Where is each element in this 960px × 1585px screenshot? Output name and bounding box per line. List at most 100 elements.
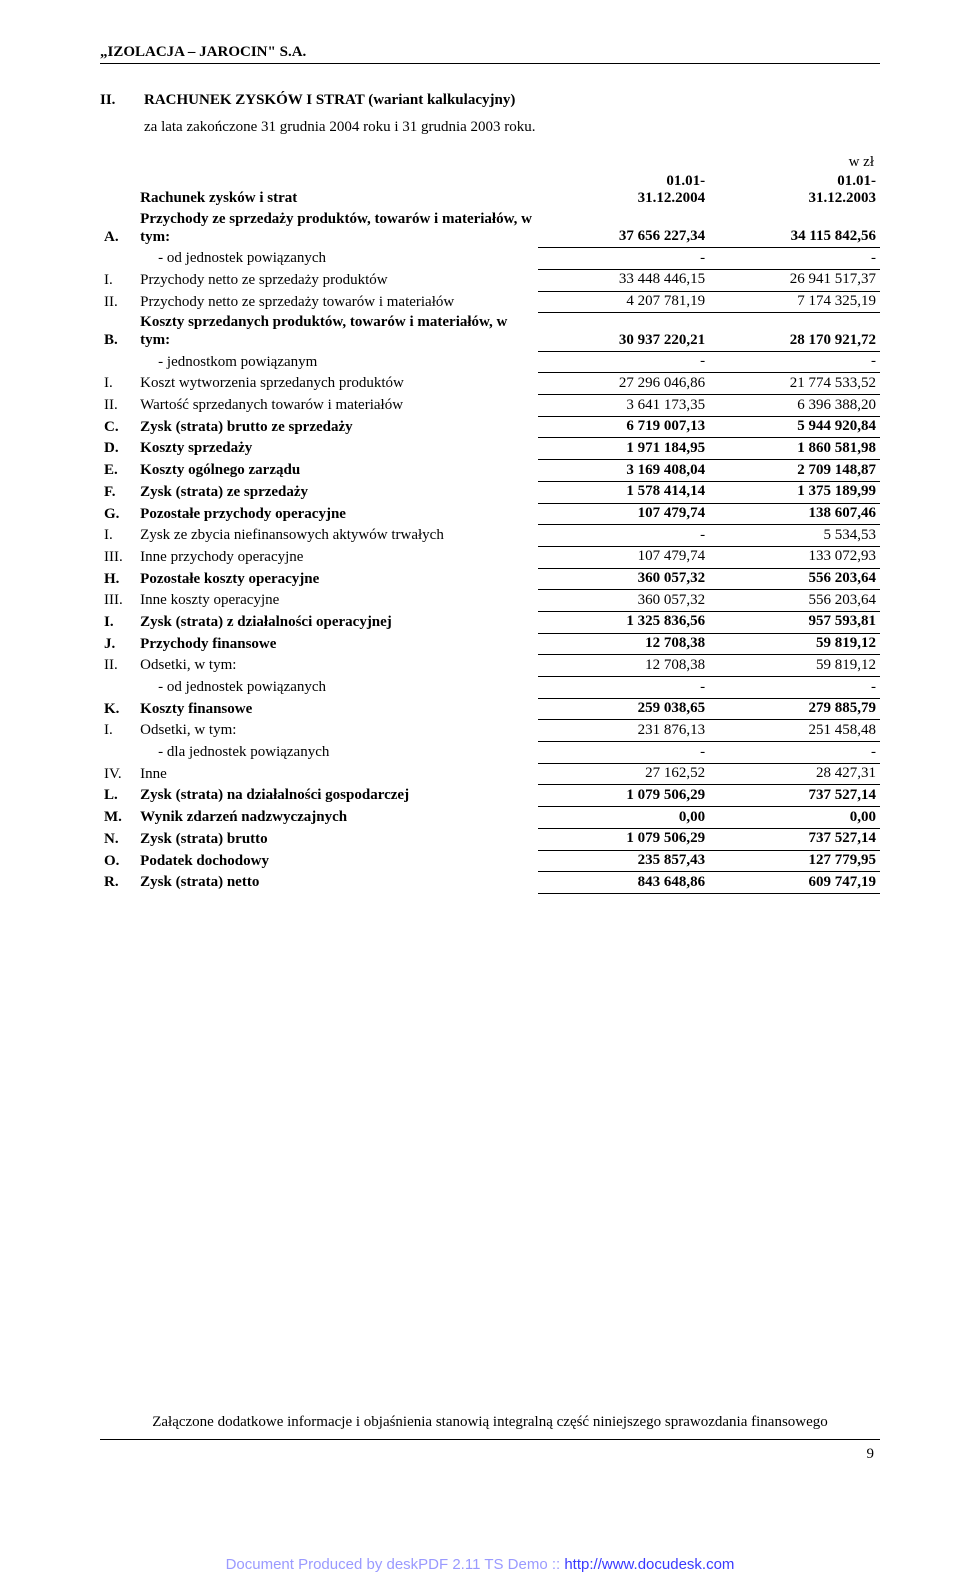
row-value-2003: 5 944 920,84 <box>709 416 880 438</box>
row-desc: Odsetki, w tym: <box>136 655 538 677</box>
row-id <box>100 742 136 764</box>
table-row: III.Inne koszty operacyjne360 057,32556 … <box>100 590 880 612</box>
row-value-2004: - <box>538 351 709 373</box>
table-row: O.Podatek dochodowy235 857,43127 779,95 <box>100 850 880 872</box>
row-id: I. <box>100 373 136 395</box>
table-row: G.Pozostałe przychody operacyjne107 479,… <box>100 503 880 525</box>
row-id: H. <box>100 568 136 590</box>
row-value-2003: 1 860 581,98 <box>709 438 880 460</box>
row-value-2003: 737 527,14 <box>709 785 880 807</box>
row-value-2003: 0,00 <box>709 807 880 829</box>
row-desc: Zysk ze zbycia niefinansowych aktywów tr… <box>136 525 538 547</box>
watermark-url: http://www.docudesk.com <box>564 1556 734 1573</box>
row-value-2004: 360 057,32 <box>538 568 709 590</box>
row-id: B. <box>100 313 136 351</box>
unit-label: w zł <box>100 154 880 171</box>
table-row: I.Przychody netto ze sprzedaży produktów… <box>100 269 880 291</box>
row-desc: Koszty finansowe <box>136 698 538 720</box>
row-desc: Podatek dochodowy <box>136 850 538 872</box>
row-id: II. <box>100 655 136 677</box>
income-statement-table: Rachunek zysków i strat 01.01-31.12.2004… <box>100 171 880 894</box>
row-desc: Przychody netto ze sprzedaży produktów <box>136 269 538 291</box>
row-value-2003: 138 607,46 <box>709 503 880 525</box>
row-desc: Zysk (strata) brutto ze sprzedaży <box>136 416 538 438</box>
row-id: I. <box>100 720 136 742</box>
row-id: C. <box>100 416 136 438</box>
table-row: II.Wartość sprzedanych towarów i materia… <box>100 395 880 417</box>
closing-note: Załączone dodatkowe informacje i objaśni… <box>100 1414 880 1440</box>
row-id: II. <box>100 291 136 313</box>
page-number: 9 <box>100 1446 880 1463</box>
row-desc: Przychody ze sprzedaży produktów, towaró… <box>136 209 538 247</box>
row-value-2004: - <box>538 742 709 764</box>
row-desc: Pozostałe przychody operacyjne <box>136 503 538 525</box>
table-row: I.Zysk ze zbycia niefinansowych aktywów … <box>100 525 880 547</box>
table-row: - od jednostek powiązanych-- <box>100 248 880 270</box>
statement-label: Rachunek zysków i strat <box>136 171 538 209</box>
row-id: I. <box>100 611 136 633</box>
table-row: E.Koszty ogólnego zarządu3 169 408,042 7… <box>100 460 880 482</box>
table-row: R.Zysk (strata) netto843 648,86609 747,1… <box>100 872 880 894</box>
row-value-2004: 1 578 414,14 <box>538 481 709 503</box>
row-value-2004: 27 296 046,86 <box>538 373 709 395</box>
row-value-2004: 33 448 446,15 <box>538 269 709 291</box>
row-id: O. <box>100 850 136 872</box>
row-id: D. <box>100 438 136 460</box>
row-id: J. <box>100 633 136 655</box>
section-title: RACHUNEK ZYSKÓW I STRAT (wariant kalkula… <box>144 92 515 109</box>
row-value-2003: 21 774 533,52 <box>709 373 880 395</box>
row-value-2004: 107 479,74 <box>538 503 709 525</box>
row-desc: Inne przychody operacyjne <box>136 546 538 568</box>
row-value-2004: 6 719 007,13 <box>538 416 709 438</box>
row-value-2004: 3 169 408,04 <box>538 460 709 482</box>
table-row: - dla jednostek powiązanych-- <box>100 742 880 764</box>
row-value-2003: 34 115 842,56 <box>709 209 880 247</box>
row-desc: Zysk (strata) ze sprzedaży <box>136 481 538 503</box>
row-value-2003: 737 527,14 <box>709 828 880 850</box>
row-value-2003: 556 203,64 <box>709 590 880 612</box>
row-value-2003: 26 941 517,37 <box>709 269 880 291</box>
period1-header: 01.01-31.12.2004 <box>538 171 709 209</box>
row-desc: Koszty sprzedanych produktów, towarów i … <box>136 313 538 351</box>
row-id: III. <box>100 590 136 612</box>
table-row: IV.Inne27 162,5228 427,31 <box>100 763 880 785</box>
row-value-2004: 1 971 184,95 <box>538 438 709 460</box>
row-value-2003: 609 747,19 <box>709 872 880 894</box>
row-desc: - od jednostek powiązanych <box>136 677 538 699</box>
row-id: IV. <box>100 763 136 785</box>
row-id: I. <box>100 269 136 291</box>
table-row: A.Przychody ze sprzedaży produktów, towa… <box>100 209 880 247</box>
table-row: N.Zysk (strata) brutto1 079 506,29737 52… <box>100 828 880 850</box>
row-value-2004: 12 708,38 <box>538 655 709 677</box>
row-value-2004: 30 937 220,21 <box>538 313 709 351</box>
row-desc: Koszty sprzedaży <box>136 438 538 460</box>
table-row: F.Zysk (strata) ze sprzedaży1 578 414,14… <box>100 481 880 503</box>
table-row: M.Wynik zdarzeń nadzwyczajnych0,000,00 <box>100 807 880 829</box>
row-desc: Wynik zdarzeń nadzwyczajnych <box>136 807 538 829</box>
table-row: - jednostkom powiązanym-- <box>100 351 880 373</box>
row-value-2004: 1 079 506,29 <box>538 828 709 850</box>
watermark-text: Document Produced by deskPDF 2.11 TS Dem… <box>226 1556 565 1573</box>
row-value-2004: 231 876,13 <box>538 720 709 742</box>
row-id <box>100 351 136 373</box>
row-value-2003: - <box>709 677 880 699</box>
row-desc: - dla jednostek powiązanych <box>136 742 538 764</box>
table-row: II.Odsetki, w tym:12 708,3859 819,12 <box>100 655 880 677</box>
subtitle: za lata zakończone 31 grudnia 2004 roku … <box>144 119 880 136</box>
row-id: M. <box>100 807 136 829</box>
row-value-2004: 0,00 <box>538 807 709 829</box>
row-id: K. <box>100 698 136 720</box>
row-value-2004: 12 708,38 <box>538 633 709 655</box>
row-desc: Pozostałe koszty operacyjne <box>136 568 538 590</box>
row-value-2004: 1 325 836,56 <box>538 611 709 633</box>
row-value-2004: 27 162,52 <box>538 763 709 785</box>
table-row: - od jednostek powiązanych-- <box>100 677 880 699</box>
row-value-2004: - <box>538 677 709 699</box>
row-desc: Przychody netto ze sprzedaży towarów i m… <box>136 291 538 313</box>
row-value-2004: 259 038,65 <box>538 698 709 720</box>
table-row: III.Inne przychody operacyjne107 479,741… <box>100 546 880 568</box>
table-row: J.Przychody finansowe12 708,3859 819,12 <box>100 633 880 655</box>
row-id <box>100 248 136 270</box>
row-value-2003: 59 819,12 <box>709 655 880 677</box>
table-row: L.Zysk (strata) na działalności gospodar… <box>100 785 880 807</box>
